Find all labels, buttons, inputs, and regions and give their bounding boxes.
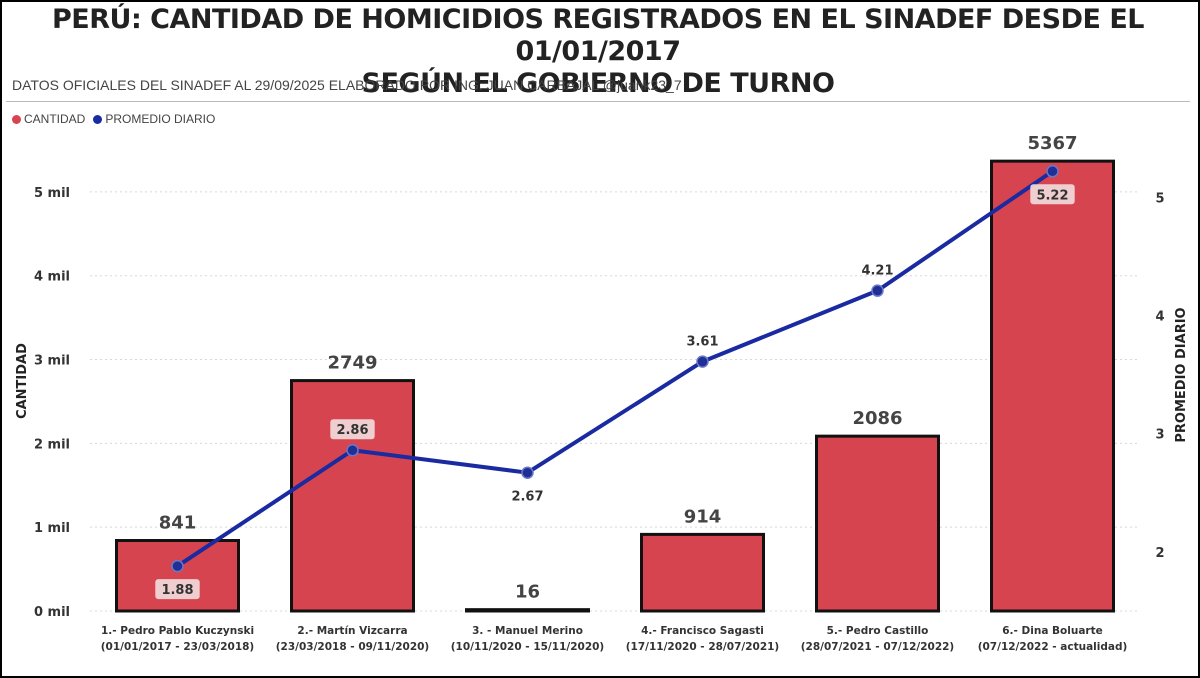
y-right-axis-title: PROMEDIO DIARIO — [1174, 307, 1189, 442]
y-left-tick-label: 4 mil — [34, 270, 70, 285]
y-left-tick-label: 5 mil — [34, 186, 70, 201]
x-category-label: 1.- Pedro Pablo Kuczynski — [101, 625, 254, 637]
bar — [465, 608, 590, 613]
bar-value-label: 2086 — [852, 408, 902, 429]
x-category-dates: (01/01/2017 - 23/03/2018) — [101, 641, 255, 653]
bar — [290, 379, 415, 613]
data-labels: 841 2749 16 914 2086 5367 1.88 2.86 2.67 3.61 4.21… — [155, 133, 1078, 603]
y-left-tick-label: 1 mil — [34, 521, 70, 536]
chart-title: PERÚ: CANTIDAD DE HOMICIDIOS REGISTRADOS… — [0, 4, 1196, 100]
line-point — [171, 559, 184, 573]
bar — [115, 539, 240, 613]
legend-label-cantidad: CANTIDAD — [24, 112, 86, 126]
x-category-label: 4.- Francisco Sagasti — [641, 625, 764, 637]
line-point — [871, 284, 884, 297]
chart-title-line-2: SEGÚN EL GOBIERNO DE TURNO — [361, 68, 835, 99]
y-right-tick-label: 2 — [1155, 546, 1164, 561]
chart-title-line-1: PERÚ: CANTIDAD DE HOMICIDIOS REGISTRADOS… — [52, 4, 1144, 67]
bar-value-label: 16 — [515, 582, 540, 603]
bar — [990, 159, 1115, 613]
x-category-dates: (28/07/2021 - 07/12/2022) — [801, 641, 955, 653]
line-label-box — [330, 419, 375, 440]
bar-series — [115, 159, 1115, 613]
legend-label-promedio: PROMEDIO DIARIO — [105, 112, 216, 126]
line-value-label: 5.22 — [1036, 188, 1068, 203]
x-category-label: 6.- Dina Boluarte — [1002, 625, 1103, 637]
x-category-label: 3. - Manuel Merino — [472, 625, 583, 637]
bar-value-label: 2749 — [327, 353, 377, 374]
line-value-label: 2.67 — [511, 490, 543, 505]
gridlines — [90, 191, 1140, 612]
legend-marker-cantidad — [12, 114, 21, 124]
axes: 0 mil 1 mil 2 mil 3 mil 4 mil 5 mil 2 3 4 5 CANTID… — [15, 186, 1189, 653]
y-right-tick-label: 5 — [1155, 191, 1164, 206]
line-value-label: 4.21 — [861, 264, 893, 279]
line-path — [176, 169, 1054, 568]
bar — [815, 434, 940, 613]
x-category-dates: (07/12/2022 - actualidad) — [978, 641, 1128, 653]
header-divider — [6, 101, 1190, 102]
y-left-tick-label: 3 mil — [34, 354, 70, 369]
line-value-label: 3.61 — [686, 335, 718, 350]
line-point — [346, 443, 359, 457]
x-category-dates: (10/11/2020 - 15/11/2020) — [451, 641, 605, 653]
legend: CANTIDAD PROMEDIO DIARIO — [12, 112, 219, 126]
x-category-dates: (17/11/2020 - 28/07/2021) — [626, 641, 780, 653]
bar — [640, 532, 765, 613]
line-value-label: 2.86 — [336, 423, 368, 438]
line-point — [696, 355, 709, 368]
y-left-tick-label: 2 mil — [34, 437, 70, 452]
legend-item-cantidad[interactable]: CANTIDAD — [12, 112, 85, 126]
y-left-tick-label: 0 mil — [34, 605, 70, 620]
x-category-label: 2.- Martín Vizcarra — [297, 625, 407, 637]
chart-subtitle: DATOS OFICIALES DEL SINADEF AL 29/09/202… — [12, 77, 682, 93]
bar-value-label: 914 — [684, 506, 722, 527]
bar-value-label: 5367 — [1027, 133, 1077, 154]
line-value-label: 1.88 — [161, 583, 193, 598]
legend-marker-promedio — [93, 114, 103, 124]
line-point — [521, 466, 534, 479]
bar-value-label: 841 — [159, 513, 197, 534]
line-label-box — [1030, 184, 1075, 205]
line-series — [171, 165, 1059, 573]
y-left-axis-title: CANTIDAD — [15, 343, 30, 419]
x-category-label: 5.- Pedro Castillo — [827, 625, 929, 637]
y-right-tick-label: 3 — [1155, 428, 1164, 443]
line-label-box — [155, 579, 200, 600]
line-point — [1046, 165, 1059, 178]
x-category-dates: (23/03/2018 - 09/11/2020) — [276, 641, 430, 653]
legend-item-promedio[interactable]: PROMEDIO DIARIO — [93, 112, 215, 126]
y-right-tick-label: 4 — [1155, 309, 1164, 324]
